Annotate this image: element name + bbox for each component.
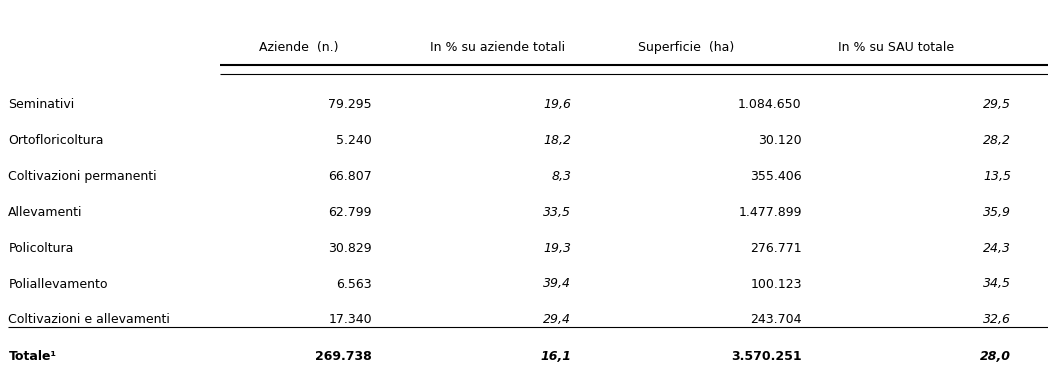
Text: Superficie  (ha): Superficie (ha): [638, 41, 735, 54]
Text: 13,5: 13,5: [983, 170, 1011, 183]
Text: 269.738: 269.738: [315, 350, 372, 363]
Text: 35,9: 35,9: [983, 206, 1011, 219]
Text: 16,1: 16,1: [540, 350, 571, 363]
Text: 62.799: 62.799: [328, 206, 372, 219]
Text: Coltivazioni permanenti: Coltivazioni permanenti: [8, 170, 157, 183]
Text: Coltivazioni e allevamenti: Coltivazioni e allevamenti: [8, 313, 170, 326]
Text: 29,5: 29,5: [983, 98, 1011, 111]
Text: 3.570.251: 3.570.251: [732, 350, 802, 363]
Text: 100.123: 100.123: [750, 278, 802, 290]
Text: 30.120: 30.120: [758, 134, 802, 147]
Text: 28,2: 28,2: [983, 134, 1011, 147]
Text: 19,6: 19,6: [543, 98, 571, 111]
Text: Poliallevamento: Poliallevamento: [8, 278, 108, 290]
Text: 243.704: 243.704: [750, 313, 802, 326]
Text: 18,2: 18,2: [543, 134, 571, 147]
Text: Totale¹: Totale¹: [8, 350, 57, 363]
Text: Allevamenti: Allevamenti: [8, 206, 83, 219]
Text: 79.295: 79.295: [328, 98, 372, 111]
Text: In % su SAU totale: In % su SAU totale: [838, 41, 954, 54]
Text: 24,3: 24,3: [983, 242, 1011, 255]
Text: 34,5: 34,5: [983, 278, 1011, 290]
Text: 276.771: 276.771: [750, 242, 802, 255]
Text: Policoltura: Policoltura: [8, 242, 73, 255]
Text: 33,5: 33,5: [543, 206, 571, 219]
Text: Seminativi: Seminativi: [8, 98, 74, 111]
Text: 39,4: 39,4: [543, 278, 571, 290]
Text: 19,3: 19,3: [543, 242, 571, 255]
Text: 66.807: 66.807: [328, 170, 372, 183]
Text: In % su aziende totali: In % su aziende totali: [431, 41, 565, 54]
Text: 17.340: 17.340: [328, 313, 372, 326]
Text: 28,0: 28,0: [980, 350, 1011, 363]
Text: 30.829: 30.829: [328, 242, 372, 255]
Text: 1.084.650: 1.084.650: [738, 98, 802, 111]
Text: 8,3: 8,3: [551, 170, 571, 183]
Text: 1.477.899: 1.477.899: [738, 206, 802, 219]
Text: 5.240: 5.240: [336, 134, 372, 147]
Text: Aziende  (n.): Aziende (n.): [259, 41, 339, 54]
Text: 32,6: 32,6: [983, 313, 1011, 326]
Text: 29,4: 29,4: [543, 313, 571, 326]
Text: Ortofloricoltura: Ortofloricoltura: [8, 134, 104, 147]
Text: 355.406: 355.406: [750, 170, 802, 183]
Text: 6.563: 6.563: [336, 278, 372, 290]
